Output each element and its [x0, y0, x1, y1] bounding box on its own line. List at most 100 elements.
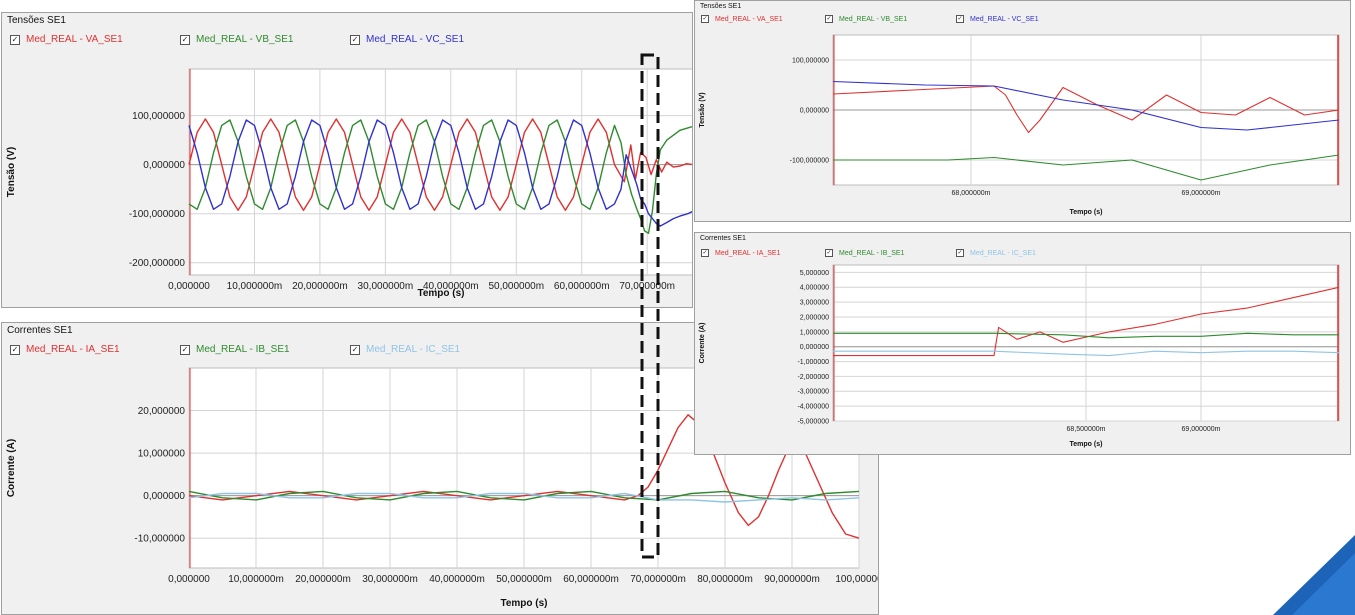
legend-checkbox[interactable]: ✓: [701, 15, 709, 23]
x-tick-label: 69,000000m: [1182, 190, 1221, 197]
legend-label: Med_REAL - IC_SE1: [970, 249, 1036, 257]
x-tick-label: 40,000000m: [429, 574, 485, 585]
x-tick-label: 80,000000m: [697, 574, 753, 585]
chart-title: Correntes SE1: [700, 235, 746, 242]
y-tick-label: 100,000000: [792, 57, 829, 64]
series-line: [833, 286, 1340, 357]
y-tick-label: 20,000000: [138, 406, 186, 417]
legend-label: Med_REAL - VB_SE1: [839, 15, 908, 23]
legend-checkbox[interactable]: ✓: [10, 34, 20, 45]
x-axis-label: Tempo (s): [1070, 209, 1103, 216]
y-tick-label: -1,000000: [797, 359, 829, 366]
y-tick-label: -100,000000: [129, 209, 186, 220]
legend-label: Med_REAL - IA_SE1: [26, 344, 120, 355]
y-tick-label: 100,000000: [132, 111, 185, 122]
y-tick-label: 2,000000: [800, 314, 829, 321]
x-axis-label: Tempo (s): [1070, 441, 1103, 448]
x-tick-label: 50,000000m: [496, 574, 552, 585]
legend-label: Med_REAL - IB_SE1: [196, 344, 290, 355]
legend-item[interactable]: ✓ Med_REAL - IA_SE1: [10, 344, 120, 355]
x-tick-label: 10,000000m: [228, 574, 284, 585]
y-tick-label: 0,000000: [800, 344, 829, 351]
chart-svg: 68,000000m 69,000000m 100,000000 0,000000 -1…: [699, 34, 1340, 216]
x-tick-label: 20,000000m: [292, 281, 348, 292]
y-axis-label: Tensão (V): [6, 147, 17, 197]
y-axis-label: Corrente (A): [6, 439, 17, 497]
x-tick-label: 70,000000m: [630, 574, 686, 585]
y-tick-label: 0,000000: [143, 491, 185, 502]
y-tick-label: 1,000000: [800, 329, 829, 336]
legend-item[interactable]: ✓ Med_REAL - VB_SE1: [180, 34, 293, 45]
y-axis-label: Corrente (A): [699, 323, 706, 364]
tensoes-main-panel: Tensões SE1 ✓ Med_REAL - VA_SE1 ✓ Med_REAL -…: [1, 12, 693, 308]
x-tick-label: 100,00000: [835, 574, 879, 585]
chart-svg: 68,500000m 69,000000m 5,000000 4,000000 3,00…: [699, 264, 1340, 448]
x-tick-label: 30,000000m: [362, 574, 418, 585]
legend-label: Med_REAL - IB_SE1: [839, 249, 905, 257]
y-tick-label: -4,000000: [797, 404, 829, 411]
series-line: [833, 154, 1340, 181]
legend-item[interactable]: ✓ Med_REAL - IC_SE1: [956, 249, 1036, 257]
x-tick-label: 50,000000m: [488, 281, 544, 292]
legend-label: Med_REAL - IA_SE1: [715, 249, 781, 257]
x-tick-label: 68,500000m: [1067, 426, 1106, 433]
series-line: [832, 80, 1340, 131]
y-tick-label: -2,000000: [797, 374, 829, 381]
y-tick-label: 0,000000: [800, 107, 829, 114]
y-tick-label: 10,000000: [138, 449, 186, 460]
legend-item[interactable]: ✓ Med_REAL - VA_SE1: [10, 34, 123, 45]
series-line: [833, 332, 1339, 339]
y-tick-label: -200,000000: [129, 258, 186, 269]
legend-checkbox[interactable]: ✓: [10, 344, 20, 355]
y-tick-label: 4,000000: [800, 285, 829, 292]
legend-label: Med_REAL - VB_SE1: [196, 34, 294, 45]
x-tick-label: 70,000000m: [619, 281, 675, 292]
y-tick-label: -10,000000: [134, 534, 185, 545]
plot-area: [188, 68, 692, 276]
y-tick-label: -5,000000: [797, 418, 829, 425]
x-tick-label: 90,000000m: [764, 574, 820, 585]
legend-item[interactable]: ✓ Med_REAL - IB_SE1: [180, 344, 290, 355]
tensoes-zoom-panel: Tensões SE1 ✓ Med_REAL - VA_SE1 ✓ Med_REAL -…: [694, 0, 1351, 222]
x-tick-label: 0,000000: [168, 281, 210, 292]
legend-checkbox[interactable]: ✓: [350, 34, 360, 45]
legend-checkbox[interactable]: ✓: [180, 34, 190, 45]
x-axis-label: Tempo (s): [500, 598, 547, 609]
legend-label: Med_REAL - IC_SE1: [366, 344, 461, 355]
x-tick-label: 0,000000: [168, 574, 210, 585]
legend-label: Med_REAL - VC_SE1: [970, 15, 1039, 23]
chart-title: Correntes SE1: [7, 325, 73, 336]
legend-checkbox[interactable]: ✓: [825, 15, 833, 23]
series-line: [832, 85, 1340, 134]
legend-checkbox[interactable]: ✓: [701, 249, 709, 257]
x-axis-label: Tempo (s): [417, 288, 464, 299]
legend-checkbox[interactable]: ✓: [956, 15, 964, 23]
chart-title: Tensões SE1: [700, 3, 742, 10]
series-line: [188, 119, 692, 235]
legend-checkbox[interactable]: ✓: [825, 249, 833, 257]
legend-item[interactable]: ✓ Med_REAL - VC_SE1: [350, 34, 464, 45]
legend-checkbox[interactable]: ✓: [350, 344, 360, 355]
legend-item[interactable]: ✓ Med_REAL - VC_SE1: [956, 15, 1039, 23]
x-tick-label: 69,000000m: [1182, 426, 1221, 433]
legend-label: Med_REAL - VC_SE1: [366, 34, 465, 45]
x-tick-label: 68,000000m: [952, 190, 991, 197]
legend-checkbox[interactable]: ✓: [956, 249, 964, 257]
y-tick-label: -3,000000: [797, 389, 829, 396]
legend-checkbox[interactable]: ✓: [180, 344, 190, 355]
y-axis-label: Tensão (V): [699, 92, 706, 127]
y-tick-label: 3,000000: [800, 300, 829, 307]
x-tick-label: 10,000000m: [227, 281, 283, 292]
legend-item[interactable]: ✓ Med_REAL - IC_SE1: [350, 344, 460, 355]
legend-item[interactable]: ✓ Med_REAL - VA_SE1: [701, 15, 783, 23]
chart-title: Tensões SE1: [7, 15, 66, 26]
series-line: [188, 492, 860, 503]
legend-label: Med_REAL - VA_SE1: [715, 15, 783, 23]
y-tick-label: 0,000000: [143, 160, 185, 171]
legend-item[interactable]: ✓ Med_REAL - IB_SE1: [825, 249, 905, 257]
y-tick-label: -100,000000: [790, 157, 829, 164]
legend-item[interactable]: ✓ Med_REAL - IA_SE1: [701, 249, 781, 257]
y-tick-label: 5,000000: [800, 270, 829, 277]
x-tick-label: 40,000000m: [423, 281, 479, 292]
legend-item[interactable]: ✓ Med_REAL - VB_SE1: [825, 15, 907, 23]
